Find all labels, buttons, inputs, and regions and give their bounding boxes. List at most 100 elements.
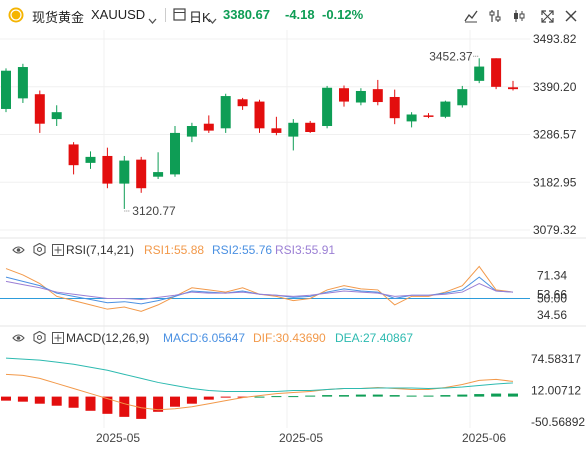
add-indicator-icon[interactable] <box>52 244 64 259</box>
candle-body <box>355 90 366 103</box>
macd-bar <box>440 395 451 397</box>
macd-bar <box>372 394 383 397</box>
rsi-tick-label: 71.34 <box>537 269 567 283</box>
macd-tick-label: -50.56892 <box>531 415 585 429</box>
rsi-line-rsi2 <box>5 276 514 305</box>
time-tick-label: 2025-05 <box>96 431 140 445</box>
macd-line-dea <box>5 357 514 393</box>
dif-value: DIF:30.43690 <box>253 331 326 345</box>
eye-icon[interactable] <box>12 332 25 347</box>
macd-bar <box>406 395 417 397</box>
candle-body <box>102 155 113 184</box>
macd-bar <box>17 396 28 402</box>
settings-icon[interactable] <box>33 242 46 259</box>
eye-icon[interactable] <box>12 244 25 259</box>
macd-value: MACD:6.05647 <box>163 331 246 345</box>
macd-title: MACD(12,26,9) <box>66 331 150 345</box>
candle-body <box>440 101 451 117</box>
candle-body <box>322 87 333 127</box>
candles-icon[interactable] <box>510 7 528 25</box>
candle-body <box>271 128 282 133</box>
candle-body <box>457 89 468 106</box>
candle-body <box>153 172 164 177</box>
chevron-down-icon[interactable] <box>208 11 217 29</box>
candle-body <box>1 70 11 109</box>
macd-bar <box>423 395 434 397</box>
price-change-pct: -0.12% <box>322 7 364 22</box>
macd-bar <box>508 393 518 397</box>
dea-value: DEA:27.40867 <box>335 331 414 345</box>
rsi-tick-label: 53.66 <box>537 288 567 302</box>
macd-bar <box>254 396 265 398</box>
symbol-code[interactable]: XAUUSD <box>91 7 146 22</box>
last-price: 3380.67 <box>223 7 270 22</box>
macd-line-dif <box>5 373 514 411</box>
rsi-tick-label: 34.56 <box>537 308 567 322</box>
rsi3-value: RSI3:55.91 <box>275 243 336 257</box>
macd-bar <box>389 395 400 397</box>
candle-body <box>136 159 147 189</box>
candle-body <box>288 122 299 137</box>
chevron-down-icon[interactable] <box>148 11 157 29</box>
close-icon[interactable] <box>562 7 580 25</box>
candle-body <box>186 126 197 137</box>
low-annotation: 3120.77 <box>132 204 176 218</box>
candle-body <box>406 114 417 122</box>
candle-body <box>34 94 45 124</box>
timeframe-selector[interactable]: 日K <box>189 10 211 25</box>
macd-bar <box>85 396 96 411</box>
coin-icon <box>8 7 24 23</box>
candle-body <box>491 58 502 87</box>
candle-body <box>305 122 316 132</box>
macd-bar <box>491 393 502 397</box>
calendar-icon[interactable] <box>173 8 186 26</box>
price-tick-label: 3182.95 <box>533 175 577 189</box>
candle-body <box>170 132 180 175</box>
macd-bar <box>322 395 333 397</box>
candle-body <box>220 96 231 129</box>
macd-bar <box>271 396 282 398</box>
expand-icon[interactable] <box>538 7 556 25</box>
divider <box>165 8 166 22</box>
macd-bar <box>288 396 299 398</box>
macd-bar <box>153 396 164 412</box>
candle-body <box>508 87 518 90</box>
rsi-tick-label: 50.00 <box>537 291 567 305</box>
candle-body <box>119 160 130 184</box>
settings-icon[interactable] <box>33 330 46 347</box>
macd-bar <box>170 396 180 407</box>
price-tick-label: 3079.32 <box>533 223 577 237</box>
line-chart-icon[interactable] <box>462 7 480 25</box>
rsi-line-rsi3 <box>5 280 514 301</box>
macd-tick-label: 74.58317 <box>531 352 581 366</box>
symbol-name[interactable]: 现货黄金 <box>32 10 85 25</box>
macd-bar <box>68 396 79 408</box>
candle-body <box>474 66 485 81</box>
candle-body <box>254 101 265 129</box>
macd-panel: 74.58317 12.00712 -50.56892 <box>1 352 585 429</box>
time-tick-label: 2025-05 <box>279 431 323 445</box>
macd-bar <box>186 396 197 404</box>
macd-tick-label: 12.00712 <box>531 384 581 398</box>
macd-bar <box>474 394 485 397</box>
price-tick-label: 3390.20 <box>533 80 577 94</box>
macd-bar <box>119 396 130 417</box>
macd-bar <box>136 396 147 419</box>
settings-sliders-icon[interactable] <box>486 7 504 25</box>
candle-body <box>17 67 28 99</box>
candle-body <box>389 96 400 119</box>
macd-bar <box>355 394 366 397</box>
candle-body <box>237 99 248 107</box>
macd-bar <box>237 396 248 398</box>
candle-body <box>85 156 96 163</box>
time-axis-labels: 2025-05 2025-05 2025-06 <box>96 431 506 445</box>
price-tick-label: 3493.82 <box>533 32 577 46</box>
grid-lines <box>0 30 586 428</box>
rsi-line-rsi1 <box>5 265 514 312</box>
candle-body <box>68 144 79 166</box>
macd-bar <box>102 396 113 414</box>
add-indicator-icon[interactable] <box>52 332 64 347</box>
annotations: 3452.37 3120.77 <box>124 49 480 218</box>
